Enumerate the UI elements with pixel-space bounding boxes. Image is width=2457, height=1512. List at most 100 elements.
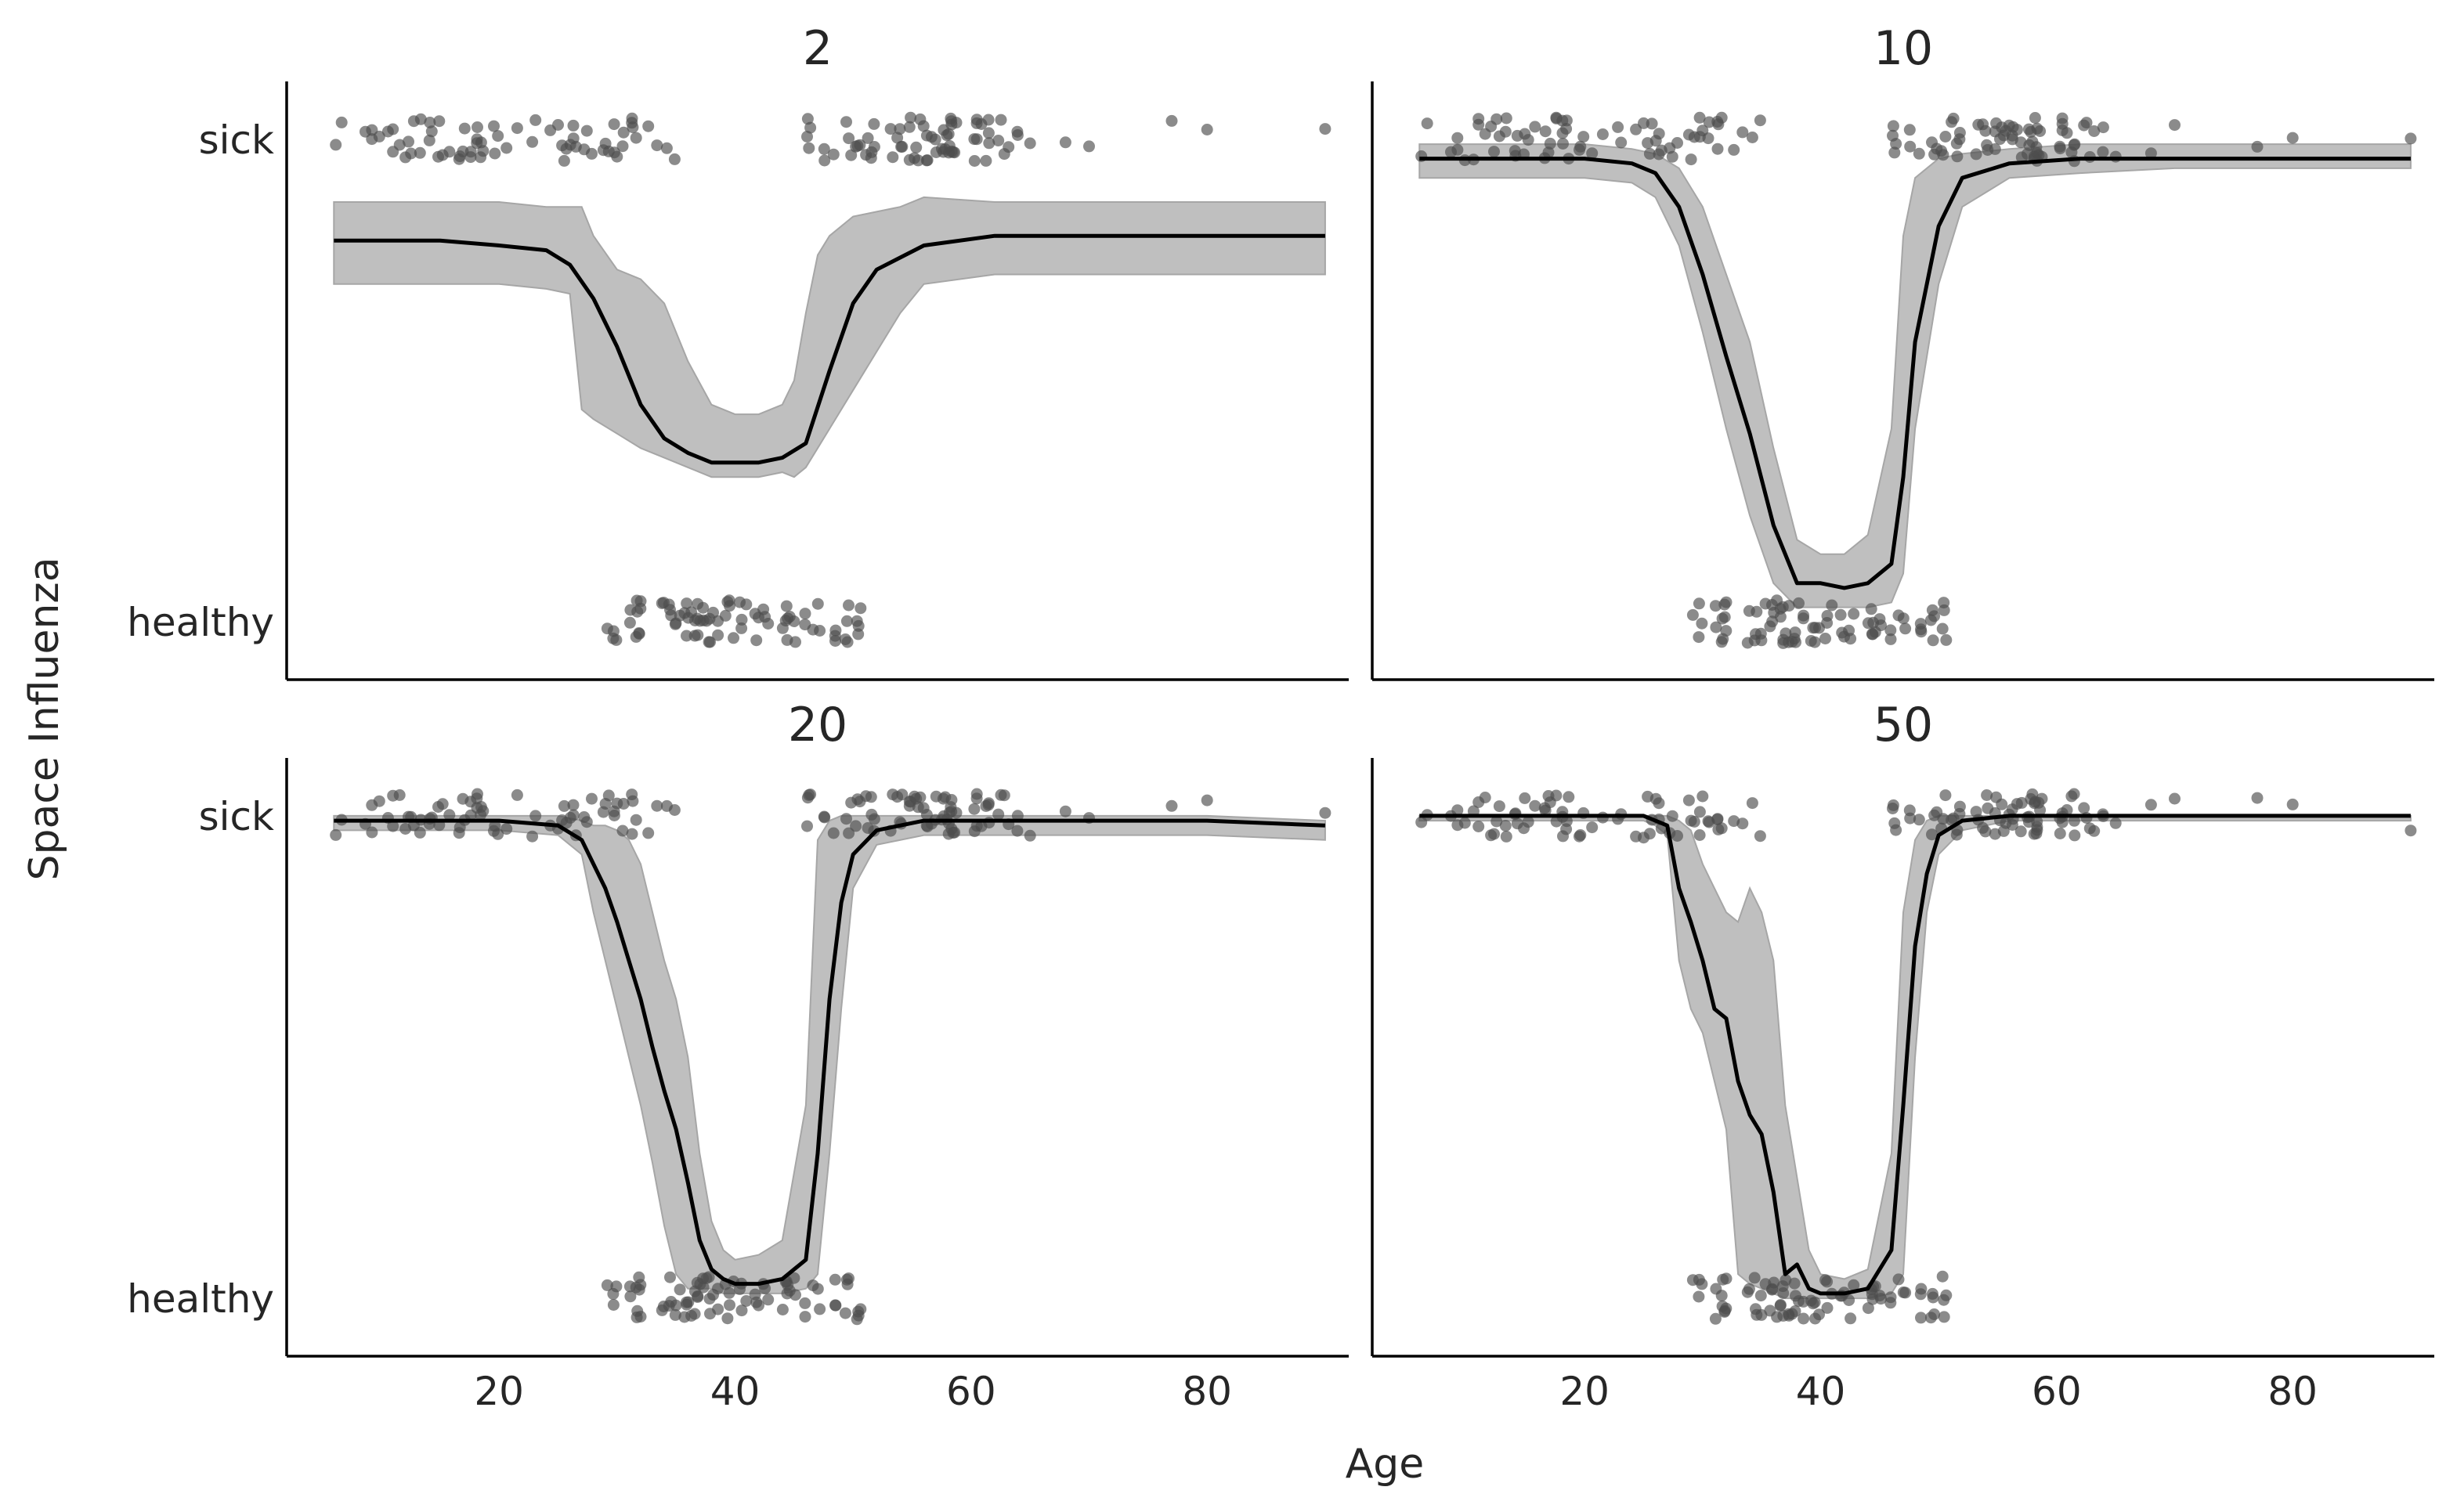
observation-point-sick xyxy=(1888,146,1901,159)
y-tick-label: sick xyxy=(199,117,274,163)
observation-point-sick xyxy=(471,137,483,150)
observation-point-healthy xyxy=(633,1283,645,1296)
observation-point-sick xyxy=(1544,137,1556,150)
observation-point-sick xyxy=(458,122,471,135)
observation-point-healthy xyxy=(1938,1294,1950,1306)
x-tick-label: 60 xyxy=(946,1369,996,1414)
observation-point-sick xyxy=(920,809,933,821)
observation-point-healthy xyxy=(855,602,867,615)
observation-point-sick xyxy=(1666,810,1678,822)
observation-point-sick xyxy=(2068,788,2080,800)
observation-point-sick xyxy=(912,154,924,167)
observation-point-healthy xyxy=(735,613,748,626)
observation-point-healthy xyxy=(1914,618,1927,630)
x-axis-label: Age xyxy=(1346,1441,1425,1488)
observation-point-sick xyxy=(2029,796,2041,808)
observation-point-healthy xyxy=(697,614,710,626)
observation-point-sick xyxy=(970,788,983,800)
observation-point-sick xyxy=(567,119,580,132)
observation-point-sick xyxy=(627,795,639,807)
observation-point-healthy xyxy=(735,622,748,634)
observation-point-healthy xyxy=(1938,1311,1950,1323)
observation-point-sick xyxy=(818,143,830,155)
observation-point-sick xyxy=(489,147,501,160)
observation-point-healthy xyxy=(1710,1283,1722,1295)
observation-point-sick xyxy=(1024,829,1036,842)
observation-point-sick xyxy=(1024,137,1036,150)
observation-point-sick xyxy=(1888,817,1901,829)
observation-point-sick xyxy=(403,135,414,148)
observation-point-sick xyxy=(433,115,446,128)
observation-point-sick xyxy=(1981,789,1993,801)
observation-point-sick xyxy=(578,811,591,823)
observation-point-healthy xyxy=(669,618,681,630)
observation-point-sick xyxy=(980,154,992,167)
observation-point-healthy xyxy=(1717,633,1729,645)
observation-point-sick xyxy=(1612,121,1624,133)
observation-point-healthy xyxy=(681,1296,692,1308)
observation-point-sick xyxy=(1499,125,1512,138)
observation-point-sick xyxy=(2006,133,2018,146)
observation-point-sick xyxy=(1574,143,1585,156)
observation-point-healthy xyxy=(1766,1283,1778,1296)
observation-point-sick xyxy=(1519,792,1531,804)
observation-point-sick xyxy=(1165,799,1178,812)
observation-point-sick xyxy=(945,806,958,817)
observation-point-sick xyxy=(801,792,814,804)
observation-point-healthy xyxy=(601,1279,613,1291)
y-axis-label: Space Influenza xyxy=(21,557,68,880)
observation-point-sick xyxy=(1913,147,1925,160)
observation-point-sick xyxy=(995,114,1007,126)
observation-point-sick xyxy=(1596,128,1609,140)
observation-point-healthy xyxy=(1862,1302,1874,1315)
observation-point-sick xyxy=(1500,830,1512,843)
panel-title: 2 xyxy=(803,21,833,76)
observation-point-sick xyxy=(983,137,995,150)
observation-point-sick xyxy=(1931,806,1943,818)
observation-point-sick xyxy=(1736,126,1749,139)
panel-title: 10 xyxy=(1873,21,1933,76)
observation-point-sick xyxy=(2006,819,2018,831)
observation-point-sick xyxy=(1563,791,1575,803)
observation-point-sick xyxy=(2068,814,2080,827)
observation-point-healthy xyxy=(634,1311,647,1323)
credible-band xyxy=(333,196,1326,478)
observation-point-sick xyxy=(1472,113,1485,125)
observation-point-sick xyxy=(1979,124,1992,137)
observation-point-sick xyxy=(1630,830,1642,843)
y-tick-label: healthy xyxy=(127,1276,274,1322)
mean-line xyxy=(334,818,1326,1286)
observation-points xyxy=(1415,788,2417,1325)
observation-point-sick xyxy=(1574,830,1585,843)
observation-point-sick xyxy=(2286,798,2299,810)
observation-point-healthy xyxy=(1764,620,1776,633)
chart-panel-10: 10 xyxy=(1371,21,2434,681)
observation-point-sick xyxy=(942,128,955,140)
observation-point-healthy xyxy=(1865,603,1877,615)
x-tick-label: 20 xyxy=(1559,1369,1610,1414)
observation-point-healthy xyxy=(799,619,811,631)
observation-point-sick xyxy=(868,117,880,130)
observation-point-healthy xyxy=(829,1273,841,1286)
observation-point-healthy xyxy=(634,595,647,608)
observation-point-healthy xyxy=(1798,612,1809,625)
observation-point-sick xyxy=(2078,802,2090,814)
observation-point-sick xyxy=(1951,150,1964,163)
observation-point-healthy xyxy=(1862,617,1874,630)
observation-point-sick xyxy=(1542,146,1555,159)
observation-point-sick xyxy=(2144,799,2157,811)
observation-point-healthy xyxy=(688,1308,701,1320)
observation-point-sick xyxy=(1990,791,2003,803)
observation-point-sick xyxy=(414,113,427,125)
observation-point-sick xyxy=(905,111,917,124)
observation-point-sick xyxy=(544,124,557,136)
observation-point-sick xyxy=(1577,131,1590,143)
observation-point-sick xyxy=(2088,125,2101,137)
observation-point-healthy xyxy=(1710,621,1722,633)
observation-point-healthy xyxy=(1821,1276,1834,1288)
observation-point-sick xyxy=(436,798,449,810)
observation-point-sick xyxy=(982,114,995,126)
observation-point-sick xyxy=(1904,812,1917,825)
observation-point-sick xyxy=(335,116,348,128)
observation-point-sick xyxy=(827,827,840,839)
